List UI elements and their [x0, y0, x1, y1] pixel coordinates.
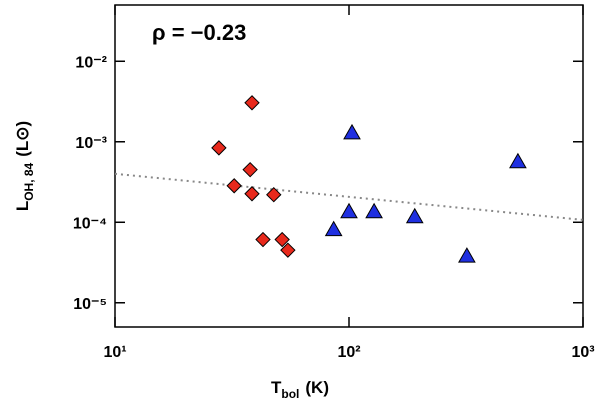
annotation: ρ = −0.23	[152, 20, 246, 45]
x-tick-label: 10²	[337, 344, 360, 361]
x-label-sub: bol	[281, 387, 299, 401]
point	[340, 202, 358, 219]
y-label-sub: OH, 84	[22, 162, 36, 200]
y-tick-label: 10⁻⁴	[73, 215, 107, 232]
point	[244, 186, 260, 202]
x-label-unit: (K)	[305, 378, 329, 397]
y-label-main: L	[13, 201, 32, 211]
point	[343, 123, 361, 140]
point	[509, 152, 527, 169]
point	[244, 95, 260, 111]
x-tick-label: 10³	[571, 344, 594, 361]
point	[458, 247, 476, 263]
point	[365, 202, 383, 219]
point	[242, 161, 258, 178]
y-tick-label: 10⁻³	[75, 135, 107, 152]
point	[324, 220, 343, 237]
x-label-main: T	[271, 378, 282, 397]
y-label-unit: (L⊙)	[13, 121, 32, 157]
point	[255, 231, 271, 248]
y-tick-label: 10⁻⁵	[73, 296, 107, 313]
point	[405, 207, 424, 224]
fit-line	[114, 172, 584, 221]
point	[211, 140, 227, 156]
x-axis-label: Tbol (K)	[271, 378, 329, 401]
y-axis-label: LOH, 84 (L⊙)	[13, 121, 36, 211]
point	[226, 178, 242, 194]
y-tick-label: 10⁻²	[75, 54, 107, 71]
x-tick-label: 10¹	[103, 344, 126, 361]
point	[274, 231, 290, 248]
point	[280, 242, 296, 258]
point	[266, 186, 282, 203]
